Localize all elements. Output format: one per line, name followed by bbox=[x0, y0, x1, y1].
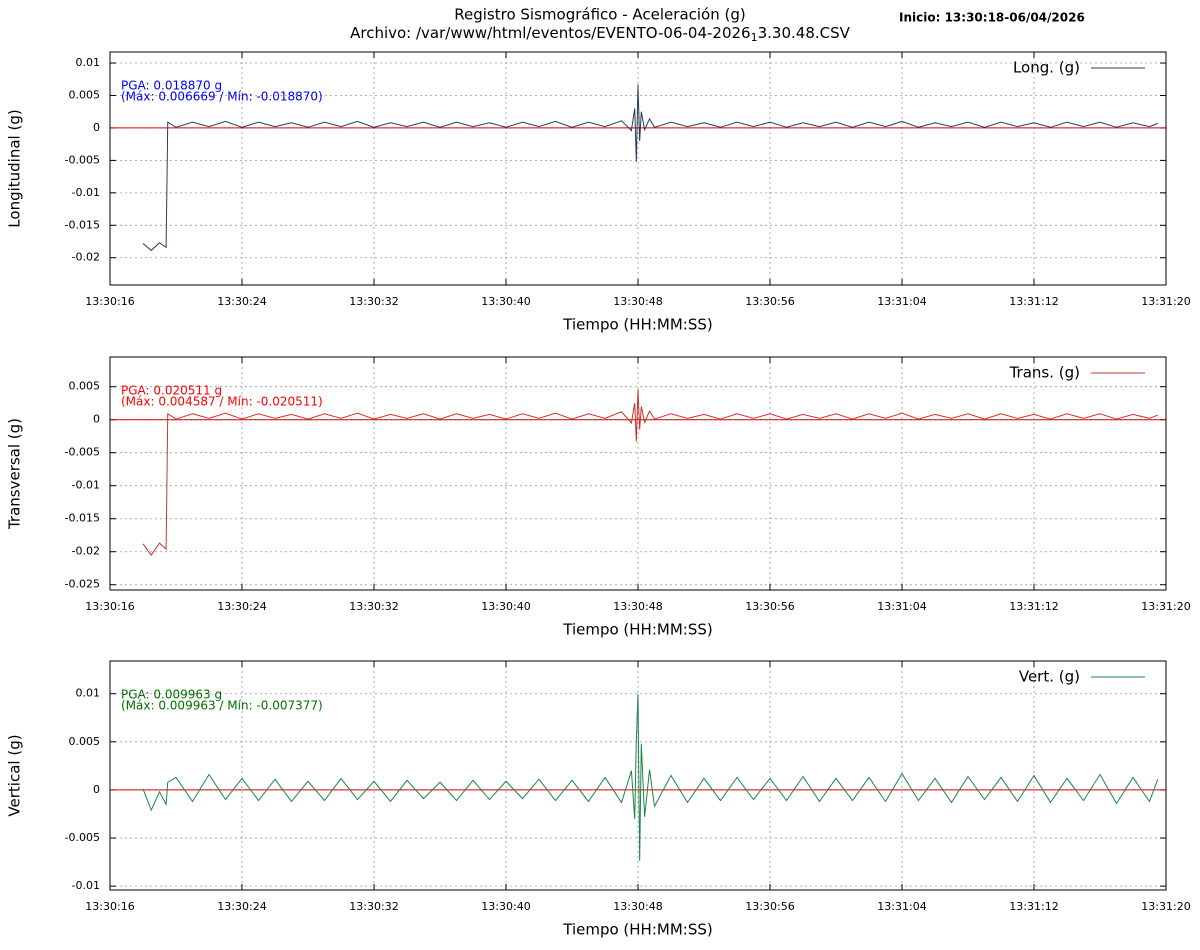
x-tick-label: 13:30:48 bbox=[613, 295, 662, 308]
y-tick-label: -0.005 bbox=[65, 831, 100, 844]
x-tick-label: 13:30:56 bbox=[745, 600, 794, 613]
y-tick-label: -0.015 bbox=[65, 512, 100, 525]
y-tick-label: -0.025 bbox=[65, 578, 100, 591]
plot-frame bbox=[109, 660, 1167, 891]
y-tick-label: 0 bbox=[93, 121, 100, 134]
x-tick-label: 13:31:04 bbox=[877, 900, 926, 913]
x-tick-label: 13:30:48 bbox=[613, 600, 662, 613]
y-tick-label: 0.01 bbox=[76, 56, 101, 69]
title: Registro Sismográfico - Aceleración (g) bbox=[454, 6, 745, 24]
y-tick-label: -0.02 bbox=[72, 545, 100, 558]
x-tick-label: 13:30:16 bbox=[85, 900, 134, 913]
x-tick-label: 13:30:32 bbox=[349, 295, 398, 308]
x-tick-label: 13:30:24 bbox=[217, 295, 266, 308]
subtitle-part: Archivo: /var/www/html/eventos/EVENTO-06… bbox=[350, 24, 751, 42]
plot-frame bbox=[109, 356, 1167, 591]
x-tick-label: 13:31:04 bbox=[877, 600, 926, 613]
annotation: (Máx: 0.006669 / Mín: -0.018870) bbox=[121, 90, 323, 104]
x-tick-label: 13:31:12 bbox=[1009, 600, 1058, 613]
y-tick-label: -0.01 bbox=[72, 186, 100, 199]
series-line bbox=[142, 694, 1159, 861]
start-label: Inicio: 13:30:18-06/04/2026 bbox=[899, 11, 1085, 25]
annotation: (Máx: 0.009963 / Mín: -0.007377) bbox=[121, 699, 323, 713]
annotation: (Máx: 0.004587 / Mín: -0.020511) bbox=[121, 395, 323, 409]
plot-frame bbox=[109, 51, 1167, 286]
x-tick-label: 13:31:20 bbox=[1141, 600, 1190, 613]
y-tick-label: 0.01 bbox=[76, 687, 101, 700]
y-tick-label: -0.01 bbox=[72, 479, 100, 492]
subtitle-part: 3.30.48.CSV bbox=[758, 24, 851, 42]
series-line bbox=[142, 389, 1158, 556]
x-tick-label: 13:30:16 bbox=[85, 295, 134, 308]
legend-label: Vert. (g) bbox=[1019, 668, 1080, 686]
y-axis-label: Vertical (g) bbox=[6, 734, 24, 816]
x-tick-label: 13:30:24 bbox=[217, 600, 266, 613]
y-tick-label: -0.01 bbox=[72, 879, 100, 892]
y-tick-label: 0 bbox=[93, 783, 100, 796]
y-axis-label: Longitudinal (g) bbox=[6, 109, 24, 227]
legend-label: Long. (g) bbox=[1013, 59, 1080, 77]
y-tick-label: 0.005 bbox=[69, 88, 101, 101]
x-tick-label: 13:31:20 bbox=[1141, 900, 1190, 913]
x-tick-label: 13:30:32 bbox=[349, 600, 398, 613]
x-tick-label: 13:31:20 bbox=[1141, 295, 1190, 308]
x-axis-label: Tiempo (HH:MM:SS) bbox=[562, 316, 712, 334]
x-tick-label: 13:31:04 bbox=[877, 295, 926, 308]
series-line bbox=[142, 84, 1158, 252]
x-tick-label: 13:30:32 bbox=[349, 900, 398, 913]
x-tick-label: 13:30:16 bbox=[85, 600, 134, 613]
y-tick-label: -0.005 bbox=[65, 153, 100, 166]
x-tick-label: 13:30:40 bbox=[481, 900, 530, 913]
y-tick-label: 0.005 bbox=[69, 735, 101, 748]
x-tick-label: 13:30:48 bbox=[613, 900, 662, 913]
x-tick-label: 13:30:40 bbox=[481, 600, 530, 613]
legend-label: Trans. (g) bbox=[1009, 364, 1080, 382]
x-tick-label: 13:30:40 bbox=[481, 295, 530, 308]
y-axis-label: Transversal (g) bbox=[6, 418, 24, 530]
y-tick-label: -0.005 bbox=[65, 446, 100, 459]
y-tick-label: 0 bbox=[93, 413, 100, 426]
y-tick-label: -0.015 bbox=[65, 218, 100, 231]
subtitle-subscript: 1 bbox=[751, 31, 758, 44]
y-tick-label: -0.02 bbox=[72, 251, 100, 264]
x-axis-label: Tiempo (HH:MM:SS) bbox=[562, 921, 712, 939]
x-axis-label: Tiempo (HH:MM:SS) bbox=[562, 621, 712, 639]
annotation: PGA: 0.018870 g bbox=[121, 79, 222, 93]
x-tick-label: 13:31:12 bbox=[1009, 295, 1058, 308]
subtitle: Archivo: /var/www/html/eventos/EVENTO-06… bbox=[350, 24, 851, 45]
x-tick-label: 13:31:12 bbox=[1009, 900, 1058, 913]
annotation: PGA: 0.020511 g bbox=[121, 384, 222, 398]
x-tick-label: 13:30:56 bbox=[745, 900, 794, 913]
x-tick-label: 13:30:24 bbox=[217, 900, 266, 913]
annotation: PGA: 0.009963 g bbox=[121, 688, 222, 702]
y-tick-label: 0.005 bbox=[69, 380, 101, 393]
x-tick-label: 13:30:56 bbox=[745, 295, 794, 308]
